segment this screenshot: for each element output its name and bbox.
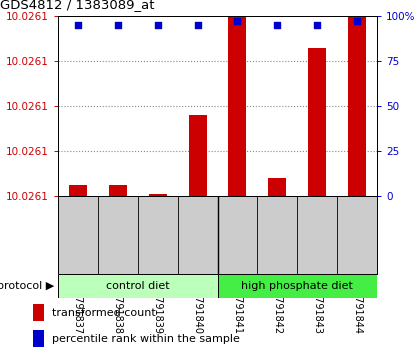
Bar [229,16,247,196]
Point [154,22,161,28]
Point [234,18,241,24]
Text: protocol ▶: protocol ▶ [0,281,54,291]
Bar [217,274,377,298]
Bar [109,185,127,196]
Point [194,22,201,28]
Bar [33,304,44,321]
Text: percentile rank within the sample: percentile rank within the sample [52,333,240,343]
Bar [188,115,207,196]
Point [274,22,281,28]
Text: high phosphate diet: high phosphate diet [241,281,353,291]
Bar [149,194,167,196]
Bar [69,185,87,196]
Text: control diet: control diet [106,281,170,291]
Text: transformed count: transformed count [52,308,156,318]
Bar [308,48,326,196]
Point [75,22,81,28]
Point [314,22,320,28]
Point [115,22,121,28]
Bar [33,330,44,347]
Bar [348,16,366,196]
Text: GDS4812 / 1383089_at: GDS4812 / 1383089_at [0,0,154,11]
Bar [269,178,286,196]
Bar [58,274,217,298]
Point [354,18,360,24]
